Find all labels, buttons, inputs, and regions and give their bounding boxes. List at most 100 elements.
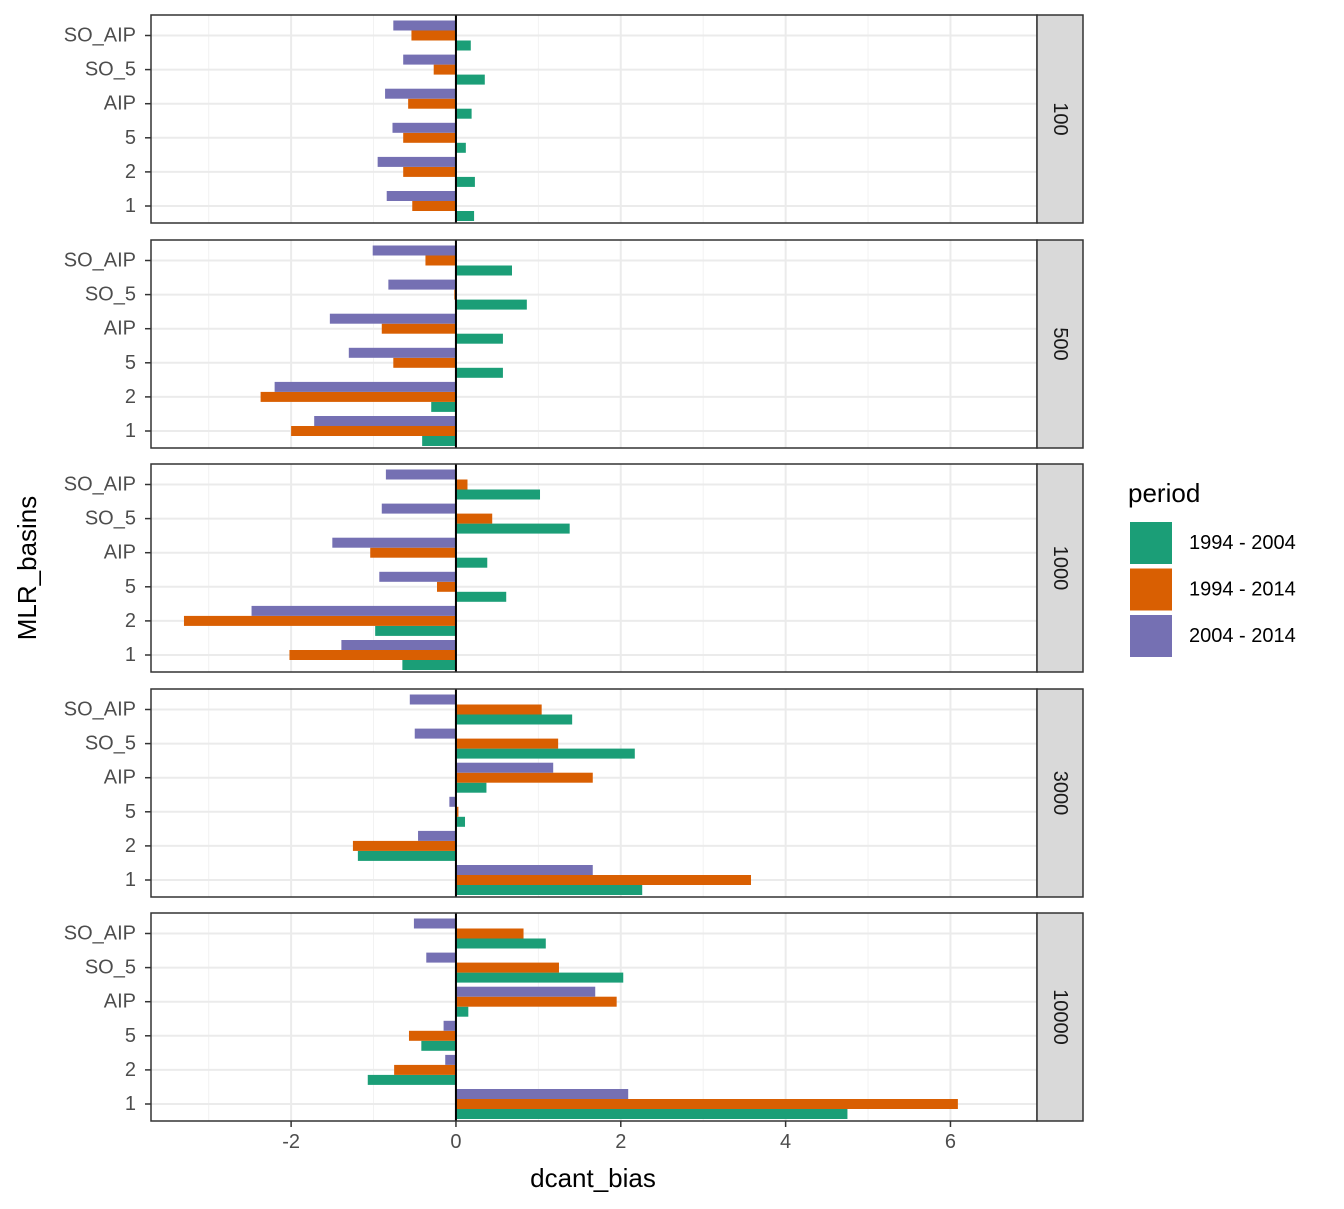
y-tick-label: 1	[125, 195, 136, 217]
bar-500-AIP-1994-2014	[381, 323, 456, 334]
y-tick-label: 5	[125, 352, 136, 374]
bar-100-5-1994-2014	[403, 132, 456, 143]
bar-1000-1-2004-2014	[341, 640, 456, 650]
facet-strip	[1036, 239, 1084, 449]
facet-strip	[1036, 463, 1084, 673]
y-tick-label: 2	[125, 1059, 136, 1081]
bar-100-AIP-2004-2014	[385, 88, 456, 99]
y-tick-label: SO_AIP	[64, 250, 136, 272]
panel-background	[151, 15, 1037, 223]
bar-100-2-1994-2004	[455, 176, 475, 187]
panel-background	[151, 464, 1037, 672]
bar-3000-SO_AIP-1994-2014	[455, 704, 542, 715]
bar-1000-AIP-2004-2014	[332, 537, 456, 548]
y-tick-label: SO_5	[85, 733, 136, 755]
x-tick-label: 0	[450, 1131, 461, 1153]
y-tick-label: 2	[125, 835, 136, 857]
bar-100-5-1994-2004	[455, 142, 466, 153]
bar-10000-5-1994-2014	[408, 1030, 456, 1041]
bar-10000-5-2004-2014	[443, 1020, 456, 1031]
bar-1000-1-1994-2014	[289, 650, 456, 660]
bar-100-2-1994-2014	[403, 166, 456, 177]
bar-100-5-2004-2014	[392, 122, 456, 133]
bar-100-SO_AIP-1994-2004	[455, 40, 471, 51]
bar-500-2-1994-2004	[431, 401, 456, 412]
bar-3000-SO_5-2004-2014	[414, 728, 456, 739]
bar-3000-SO_AIP-2004-2014	[409, 694, 456, 705]
bar-1000-5-2004-2014	[379, 571, 456, 582]
bar-3000-2-1994-2004	[357, 850, 456, 861]
bar-3000-SO_5-1994-2004	[455, 748, 635, 759]
y-tick-label: AIP	[104, 93, 136, 115]
facet-panel-10000: 10000 1 2 5 AIP SO_5 SO_AIP	[64, 912, 1084, 1122]
bar-10000-5-1994-2004	[421, 1040, 456, 1051]
facet-panel-500: 500 1 2 5 AIP SO_5 SO_AIP	[64, 239, 1084, 449]
bar-1000-2-2004-2014	[251, 605, 456, 616]
y-tick-label: 1	[125, 869, 136, 891]
y-tick-label: SO_AIP	[64, 474, 136, 496]
facet-strip-label: 1000	[1049, 546, 1071, 591]
bar-10000-SO_5-1994-2014	[455, 962, 559, 973]
bar-100-SO_5-1994-2014	[433, 64, 456, 75]
x-axis: -2 0 2 4 6	[282, 1121, 956, 1153]
legend-key	[1130, 615, 1172, 657]
y-tick-label: AIP	[104, 318, 136, 340]
bar-3000-5-1994-2004	[455, 816, 466, 827]
y-tick-label: 2	[125, 610, 136, 632]
bar-3000-5-1994-2014	[455, 806, 459, 817]
y-tick-label: 1	[125, 644, 136, 666]
bar-1000-SO_5-1994-2004	[455, 523, 570, 534]
legend-key	[1130, 568, 1172, 611]
bar-3000-2-1994-2014	[352, 840, 456, 851]
y-tick-label: AIP	[104, 767, 136, 789]
y-tick-label: 1	[125, 1093, 136, 1115]
legend-key	[1130, 522, 1172, 564]
y-tick-label: SO_AIP	[64, 25, 136, 47]
bar-500-1-1994-2014	[291, 426, 456, 436]
y-tick-label: 5	[125, 576, 136, 598]
bar-500-SO_AIP-1994-2014	[425, 255, 456, 266]
y-axis-title: MLR_basins	[12, 496, 42, 641]
y-tick-label: 5	[125, 1025, 136, 1047]
y-tick-label: SO_AIP	[64, 923, 136, 945]
facet-strip-label: 100	[1049, 102, 1071, 135]
bar-10000-AIP-1994-2014	[455, 996, 617, 1007]
bar-500-5-2004-2014	[348, 347, 456, 358]
bar-500-SO_AIP-2004-2014	[372, 245, 456, 256]
facet-strip	[1036, 14, 1084, 224]
bar-10000-1-1994-2014	[455, 1099, 958, 1109]
bar-500-SO_5-2004-2014	[388, 279, 456, 290]
x-axis-title: dcant_bias	[530, 1163, 656, 1193]
bar-3000-AIP-1994-2004	[455, 782, 487, 793]
bar-1000-SO_5-1994-2014	[455, 513, 493, 524]
facet-strip-label: 10000	[1049, 989, 1071, 1045]
bar-3000-2-2004-2014	[418, 830, 456, 841]
bar-500-2-1994-2014	[260, 391, 456, 402]
facet-panel-1000: 1000 1 2 5 AIP SO_5 SO_AIP	[64, 463, 1084, 673]
bar-100-SO_AIP-1994-2014	[411, 30, 456, 41]
bar-100-1-2004-2014	[386, 191, 456, 201]
y-tick-label: SO_AIP	[64, 699, 136, 721]
legend-label: 2004 - 2014	[1189, 625, 1296, 647]
bar-500-SO_5-1994-2004	[455, 299, 527, 310]
y-tick-label: 1	[125, 420, 136, 442]
bar-3000-1-1994-2014	[455, 875, 752, 885]
bar-3000-AIP-1994-2014	[455, 772, 593, 783]
panel-background	[151, 913, 1037, 1121]
bar-10000-AIP-1994-2004	[455, 1006, 469, 1017]
facet-panels: 100125AIPSO_5SO_AIP500125AIPSO_5SO_AIP10…	[64, 14, 1084, 1122]
y-tick-label: SO_5	[85, 284, 136, 306]
panel-background	[151, 689, 1037, 897]
bar-100-1-1994-2014	[412, 201, 456, 211]
bar-10000-SO_AIP-1994-2004	[455, 938, 546, 949]
bar-500-SO_AIP-1994-2004	[455, 265, 512, 276]
y-tick-label: 2	[125, 386, 136, 408]
bar-500-5-1994-2014	[393, 357, 456, 368]
bar-3000-SO_5-1994-2014	[455, 738, 559, 749]
bar-1000-5-1994-2004	[455, 591, 507, 602]
bar-10000-2-1994-2004	[367, 1074, 456, 1085]
facet-panel-100: 100 1 2 5 AIP SO_5 SO_AIP	[64, 14, 1084, 224]
bar-100-1-1994-2004	[455, 211, 475, 221]
legend-label: 1994 - 2014	[1189, 579, 1296, 601]
